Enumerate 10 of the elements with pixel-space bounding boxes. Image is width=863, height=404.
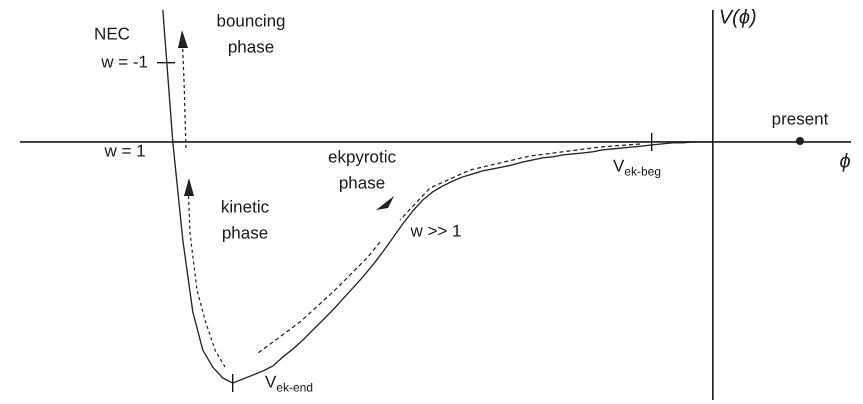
y-axis-title: V(ϕ) xyxy=(718,6,757,29)
text: w = 1 xyxy=(103,142,146,161)
annotation: kinetic phase xyxy=(220,198,270,243)
text: ϕ xyxy=(839,150,851,173)
text: NEC xyxy=(94,24,130,44)
annotation: bouncing phase xyxy=(216,12,286,57)
text: present xyxy=(772,110,829,129)
annotation: ekpyrotic phase xyxy=(328,148,397,193)
text: w = -1 xyxy=(100,52,148,72)
annotation: w >> 1 xyxy=(409,222,462,241)
